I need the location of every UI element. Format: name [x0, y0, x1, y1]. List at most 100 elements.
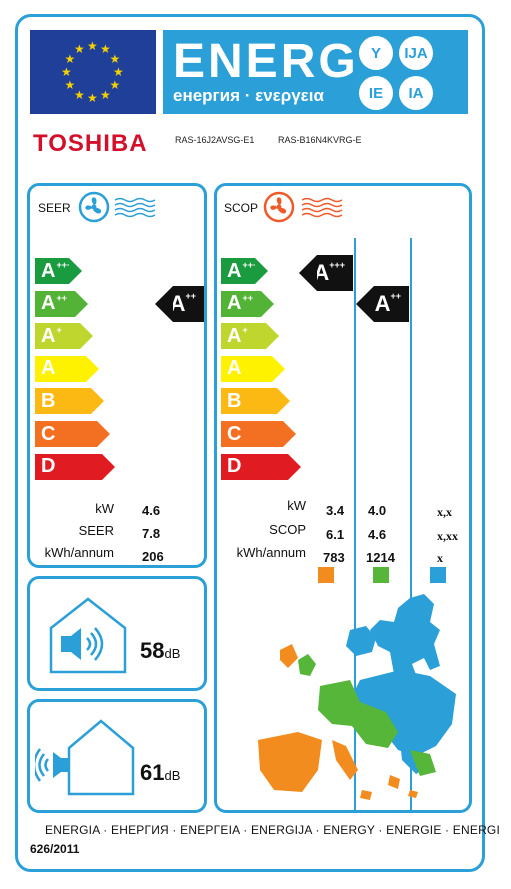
energy-class-letter: D — [227, 455, 242, 478]
energy-class-plus: +++ — [242, 260, 259, 270]
seer-label-seer: SEER — [78, 523, 114, 538]
eu-star-icon: ★ — [64, 52, 76, 66]
eu-star-icon: ★ — [100, 87, 111, 102]
seer-label-kwh: kWh/annum — [44, 545, 114, 560]
energy-class-letter: A — [227, 259, 242, 282]
energy-banner: ENERG енергия · ενεργεια Y IJA IE IA — [163, 30, 468, 114]
energy-class-letter: A — [227, 357, 242, 380]
eu-star-icon: ★ — [100, 42, 111, 57]
scop-rating-warm: A +++ — [299, 255, 353, 291]
energy-class-bar: A +++ — [35, 258, 82, 284]
outdoor-speaker-icon — [35, 719, 135, 796]
scop-label-scop: SCOP — [269, 522, 306, 537]
scop-label-kw: kW — [287, 498, 306, 513]
scop-average-scop: 4.6 — [368, 527, 387, 542]
energy-class-letter: C — [227, 422, 242, 445]
energy-class-plus: +++ — [56, 260, 73, 270]
lang-badge: IA — [399, 76, 433, 110]
energy-class-bar: A + — [221, 323, 279, 350]
scop-rating-average-letter: A — [374, 291, 391, 316]
energy-class-plus: + — [56, 325, 62, 336]
energy-class-bar: D — [35, 453, 115, 480]
scop-colder-kwh: x — [437, 551, 443, 565]
energy-class-bar: D — [221, 453, 301, 480]
energy-class-bar: C — [35, 421, 110, 447]
eu-star-icon: ★ — [113, 65, 124, 79]
scop-title: SCOP — [224, 201, 259, 215]
europe-climate-map-icon — [258, 594, 456, 800]
outdoor-noise-number: 61 — [140, 760, 165, 785]
energy-word: ENERG — [173, 35, 359, 88]
energy-class-letter: B — [227, 389, 242, 412]
energy-class-letter: A — [41, 259, 56, 282]
energy-subtitle: енергия · ενεργεια — [173, 86, 324, 105]
seer-label-kw: kW — [95, 501, 114, 516]
seer-rating-plus: ++ — [185, 291, 196, 301]
indoor-noise-value: 58dB — [140, 638, 180, 664]
eu-star-icon: ★ — [64, 78, 76, 92]
brand-logo: TOSHIBA — [33, 130, 148, 157]
model-outdoor: RAS-B16N4KVRG-E — [278, 135, 362, 145]
scop-warm-kw: 3.4 — [326, 503, 345, 518]
heat-waves-icon — [301, 197, 343, 218]
heat-fan-icon — [263, 191, 343, 223]
energy-class-bar: A + — [35, 323, 93, 350]
zone-divider — [410, 238, 412, 813]
lang-badge: IE — [359, 76, 393, 110]
footer-energy-words: ENERGIA · ЕНЕРГИЯ · ΕΝΕΡΓΕΙΑ · ENERGIJA … — [45, 823, 500, 837]
scop-label-kwh: kWh/annum — [236, 545, 306, 560]
zone-colder-swatch — [430, 567, 446, 583]
lang-badge: IJA — [399, 36, 433, 70]
scop-colder-scop: x,xx — [437, 529, 458, 543]
zone-divider — [354, 238, 356, 813]
seer-value-seer: 7.8 — [142, 526, 161, 541]
energy-class-bar: A — [35, 355, 99, 382]
energy-class-letter: C — [41, 422, 56, 445]
energy-class-plus: + — [242, 325, 248, 336]
indoor-noise-number: 58 — [140, 638, 165, 663]
indoor-noise-unit: dB — [164, 646, 181, 661]
scop-rating-average-plus: ++ — [390, 291, 401, 301]
scop-warm-scop: 6.1 — [326, 527, 345, 542]
cool-waves-icon — [114, 197, 156, 218]
scop-rating-warm-plus: +++ — [329, 260, 345, 270]
energy-class-letter: A — [41, 324, 56, 347]
eu-star-icon: ★ — [87, 39, 98, 53]
scop-warm-kwh: 783 — [323, 550, 345, 565]
scop-colder-kw: x,x — [437, 505, 452, 519]
energy-class-plus: ++ — [242, 292, 253, 303]
energy-class-letter: B — [41, 389, 56, 412]
energy-class-bar: B — [221, 388, 290, 415]
seer-rating-letter: A — [169, 291, 186, 316]
scop-rating-warm-letter: A — [313, 260, 330, 285]
eu-star-icon: ★ — [109, 52, 121, 66]
scop-average-kw: 4.0 — [368, 503, 387, 518]
scop-average-kwh: 1214 — [366, 550, 395, 565]
energy-class-letter: A — [41, 292, 56, 315]
indoor-speaker-icon — [49, 597, 127, 674]
seer-value-kwh: 206 — [142, 549, 164, 564]
model-indoor: RAS-16J2AVSG-E1 — [175, 135, 255, 145]
energy-class-bar: A ++ — [221, 290, 274, 317]
energy-class-bar: B — [35, 388, 104, 415]
fan-icon — [78, 191, 156, 223]
energy-class-letter: D — [41, 455, 56, 478]
eu-star-icon: ★ — [74, 42, 85, 57]
energy-class-bar: C — [221, 421, 296, 447]
outdoor-noise-unit: dB — [164, 768, 181, 783]
eu-star-icon: ★ — [109, 78, 121, 92]
energy-class-bar: A ++ — [35, 290, 88, 317]
eu-flag: ★ ★ ★ ★ ★ ★ ★ ★ ★ ★ ★ ★ — [30, 30, 156, 114]
energy-class-bar: A — [221, 355, 285, 382]
energy-class-letter: A — [227, 292, 242, 315]
energy-class-bar: A +++ — [221, 258, 268, 284]
lang-badge: Y — [359, 36, 393, 70]
eu-star-icon: ★ — [74, 87, 85, 102]
eu-star-icon: ★ — [87, 91, 98, 105]
outdoor-noise-value: 61dB — [140, 760, 180, 786]
energy-class-plus: ++ — [56, 292, 67, 303]
zone-average-swatch — [373, 567, 389, 583]
energy-class-letter: A — [41, 357, 56, 380]
energy-class-letter: A — [227, 324, 242, 347]
eu-star-icon: ★ — [61, 65, 72, 79]
